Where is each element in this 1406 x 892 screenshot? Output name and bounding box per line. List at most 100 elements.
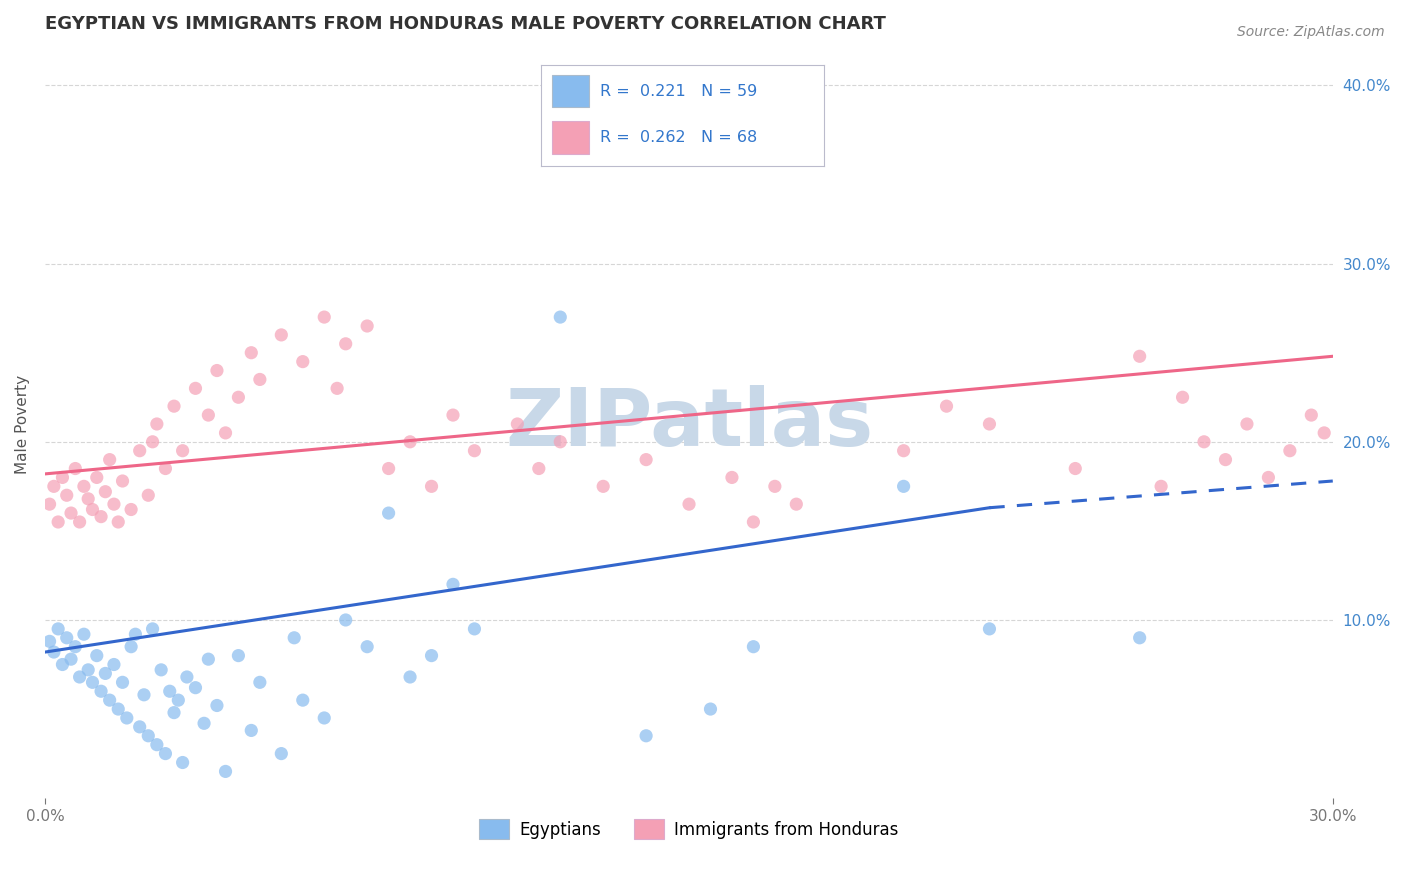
Point (38, 634, 60, 648)
Point (420, 479, 443, 493)
Point (240, 723, 263, 738)
Point (120, 502, 142, 516)
Point (142, 434, 165, 449)
Point (184, 381, 207, 395)
Point (420, 648, 443, 663)
Point (46, 515, 69, 529)
Point (163, 399, 186, 413)
Point (678, 497, 700, 511)
Point (69, 670, 91, 684)
Point (1064, 461, 1087, 475)
Point (142, 622, 165, 636)
Point (592, 479, 614, 493)
Point (1236, 417, 1258, 431)
Point (94, 484, 117, 499)
Point (1215, 452, 1237, 467)
Point (893, 479, 915, 493)
Point (69, 515, 91, 529)
Point (94, 666, 117, 681)
Point (742, 515, 765, 529)
Point (335, 613, 357, 627)
Point (1129, 631, 1152, 645)
Point (249, 675, 271, 690)
Point (172, 443, 194, 458)
Point (136, 729, 159, 743)
Point (636, 729, 658, 743)
Point (1150, 479, 1173, 493)
Point (935, 399, 957, 413)
Point (184, 681, 207, 695)
Point (893, 443, 915, 458)
Point (270, 747, 292, 761)
Point (377, 506, 399, 520)
Point (111, 675, 134, 690)
Point (1278, 443, 1301, 458)
Point (172, 756, 194, 770)
Point (146, 738, 169, 752)
Point (721, 470, 744, 484)
Point (270, 327, 292, 342)
Point (763, 479, 786, 493)
Point (103, 657, 125, 672)
Point (98, 452, 121, 467)
Point (1313, 425, 1336, 440)
Point (38, 497, 60, 511)
Point (205, 363, 228, 377)
Point (1301, 408, 1323, 422)
Point (979, 417, 1001, 431)
Point (240, 345, 263, 359)
Point (1129, 349, 1152, 363)
Point (77, 663, 100, 677)
Point (128, 720, 150, 734)
Point (42, 479, 65, 493)
Point (463, 622, 485, 636)
Point (548, 310, 571, 324)
Point (120, 640, 142, 654)
Point (155, 747, 177, 761)
Point (214, 764, 236, 779)
Point (636, 452, 658, 467)
Point (65, 640, 87, 654)
Point (356, 640, 378, 654)
Point (136, 488, 159, 502)
Point (1257, 470, 1279, 484)
Point (77, 491, 100, 506)
Point (82, 675, 104, 690)
Point (249, 372, 271, 386)
Point (90, 684, 112, 698)
Point (82, 502, 104, 516)
Point (132, 688, 155, 702)
Legend: Egyptians, Immigrants from Honduras: Egyptians, Immigrants from Honduras (472, 813, 905, 846)
Point (115, 711, 138, 725)
Point (55, 631, 77, 645)
Point (399, 434, 422, 449)
Point (90, 509, 112, 524)
Text: Source: ZipAtlas.com: Source: ZipAtlas.com (1237, 25, 1385, 39)
Point (197, 652, 219, 666)
Point (1192, 434, 1215, 449)
Point (979, 622, 1001, 636)
Point (159, 684, 181, 698)
Point (51, 657, 73, 672)
Point (60, 506, 83, 520)
Point (146, 417, 169, 431)
Point (548, 434, 571, 449)
Point (55, 488, 77, 502)
Point (314, 310, 336, 324)
Y-axis label: Male Poverty: Male Poverty (15, 375, 30, 474)
Point (150, 663, 173, 677)
Point (167, 693, 190, 707)
Point (291, 354, 314, 368)
Point (506, 417, 529, 431)
Point (51, 470, 73, 484)
Point (441, 577, 464, 591)
Point (107, 515, 129, 529)
Point (214, 425, 236, 440)
Point (463, 443, 485, 458)
Point (86, 470, 108, 484)
Point (107, 702, 129, 716)
Point (527, 461, 550, 475)
Point (155, 461, 177, 475)
Point (86, 648, 108, 663)
Point (699, 702, 721, 716)
